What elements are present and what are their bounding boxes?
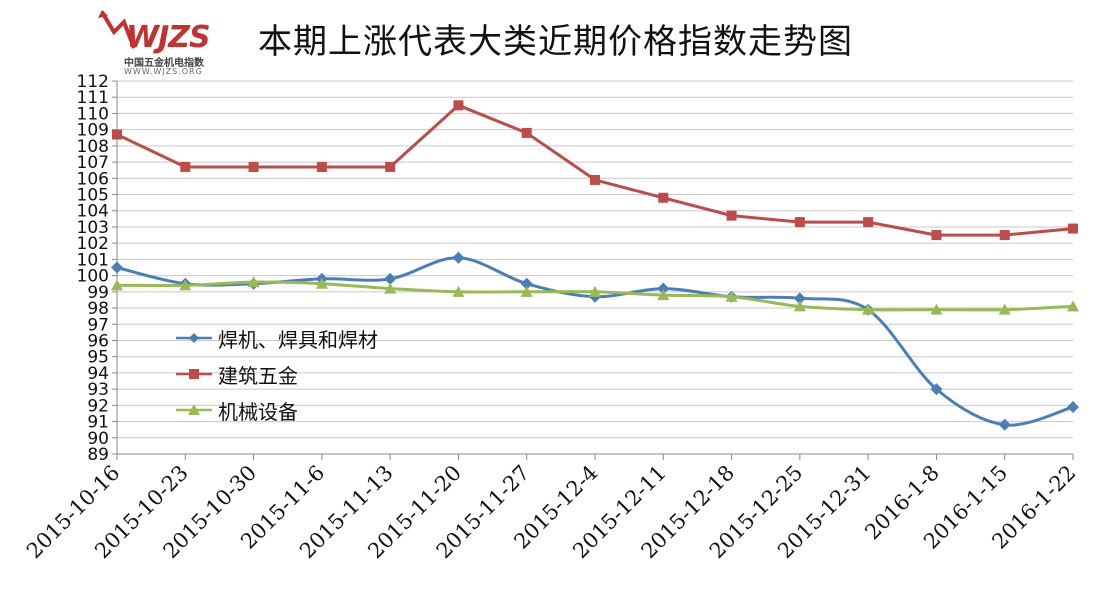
y-tick-label: 106 — [77, 169, 109, 189]
data-point-series-2 — [384, 282, 397, 294]
legend-item-series-2: 机械设备 — [176, 392, 378, 428]
y-tick-label: 89 — [87, 445, 109, 465]
y-tick-label: 94 — [87, 364, 109, 384]
data-point-series-1 — [112, 129, 122, 140]
legend-marker-triangle-icon — [176, 404, 212, 415]
data-point-series-2 — [111, 279, 123, 291]
wjzs-logo: WJZS 中国五金机电指数 WWW.WJZS.ORG — [96, 8, 226, 78]
data-point-series-1 — [1068, 223, 1078, 234]
data-point-series-0 — [384, 272, 397, 285]
legend-marker-diamond-icon — [176, 333, 212, 343]
legend-marker-square-icon — [176, 369, 212, 379]
data-point-series-1 — [180, 161, 191, 172]
data-point-series-2 — [998, 303, 1011, 315]
data-point-series-2 — [657, 289, 670, 301]
data-point-series-2 — [247, 276, 260, 288]
data-point-series-0 — [520, 277, 533, 290]
data-point-series-1 — [316, 161, 327, 172]
legend-item-series-0: 焊机、焊具和焊材 — [176, 320, 378, 356]
y-tick-label: 92 — [87, 396, 109, 416]
y-tick-label: 110 — [77, 104, 109, 124]
data-point-series-2 — [1067, 300, 1079, 312]
chart-legend: 焊机、焊具和焊材 建筑五金 机械设备 — [176, 320, 378, 428]
data-point-series-1 — [931, 230, 942, 241]
legend-label-series-2: 机械设备 — [218, 399, 298, 424]
y-tick-label: 91 — [87, 413, 109, 433]
y-tick-label: 100 — [77, 267, 109, 287]
y-tick-label: 111 — [77, 88, 109, 108]
data-point-series-1 — [863, 217, 874, 228]
legend-item-series-1: 建筑五金 — [176, 356, 378, 392]
data-point-series-2 — [930, 303, 943, 315]
legend-label-series-0: 焊机、焊具和焊材 — [218, 327, 378, 352]
data-point-series-2 — [452, 285, 465, 297]
data-point-series-0 — [793, 292, 806, 305]
series-line-1 — [116, 103, 1074, 237]
data-point-series-1 — [999, 230, 1010, 241]
y-tick-label: 99 — [87, 283, 109, 303]
data-point-series-2 — [315, 277, 328, 289]
y-tick-label: 103 — [77, 218, 109, 238]
data-point-series-2 — [589, 285, 601, 297]
data-point-series-0 — [452, 251, 465, 264]
data-point-series-1 — [453, 100, 464, 111]
logo-subtitle: 中国五金机电指数 — [124, 58, 204, 69]
data-point-series-0 — [998, 418, 1011, 431]
data-point-series-0 — [111, 261, 123, 274]
y-tick-label: 90 — [87, 429, 109, 449]
data-point-series-1 — [794, 217, 805, 228]
y-tick-label: 93 — [87, 380, 109, 400]
chart-title: 本期上涨代表大类近期价格指数走势图 — [258, 22, 853, 62]
y-tick-label: 101 — [77, 250, 109, 270]
data-point-series-2 — [725, 290, 738, 302]
data-point-series-0 — [1067, 400, 1079, 413]
data-point-series-1 — [658, 192, 669, 203]
data-point-series-0 — [930, 383, 943, 396]
y-tick-label: 98 — [87, 299, 109, 319]
y-tick-label: 112 — [77, 72, 109, 92]
data-point-series-2 — [179, 279, 192, 291]
logo-brand: WJZS — [126, 20, 211, 55]
data-point-series-1 — [248, 161, 259, 172]
y-tick-label: 109 — [77, 121, 109, 141]
data-point-series-2 — [793, 300, 806, 312]
data-point-series-0 — [657, 282, 670, 295]
data-point-series-1 — [726, 210, 737, 221]
y-tick-label: 102 — [77, 234, 109, 254]
y-tick-label: 96 — [87, 331, 109, 351]
data-point-series-1 — [521, 127, 532, 138]
y-tick-label: 104 — [77, 202, 109, 222]
y-tick-label: 107 — [77, 153, 109, 173]
y-tick-label: 105 — [77, 186, 109, 206]
data-point-series-1 — [590, 174, 600, 185]
logo-arrow-icon — [98, 10, 136, 49]
y-tick-label: 95 — [87, 348, 109, 368]
data-point-series-2 — [520, 285, 533, 297]
y-tick-label: 97 — [87, 315, 109, 335]
data-point-series-2 — [862, 303, 875, 315]
logo-url: WWW.WJZS.ORG — [124, 67, 203, 76]
y-tick-label: 108 — [77, 137, 109, 157]
legend-label-series-1: 建筑五金 — [218, 363, 298, 388]
data-point-series-1 — [385, 161, 396, 172]
